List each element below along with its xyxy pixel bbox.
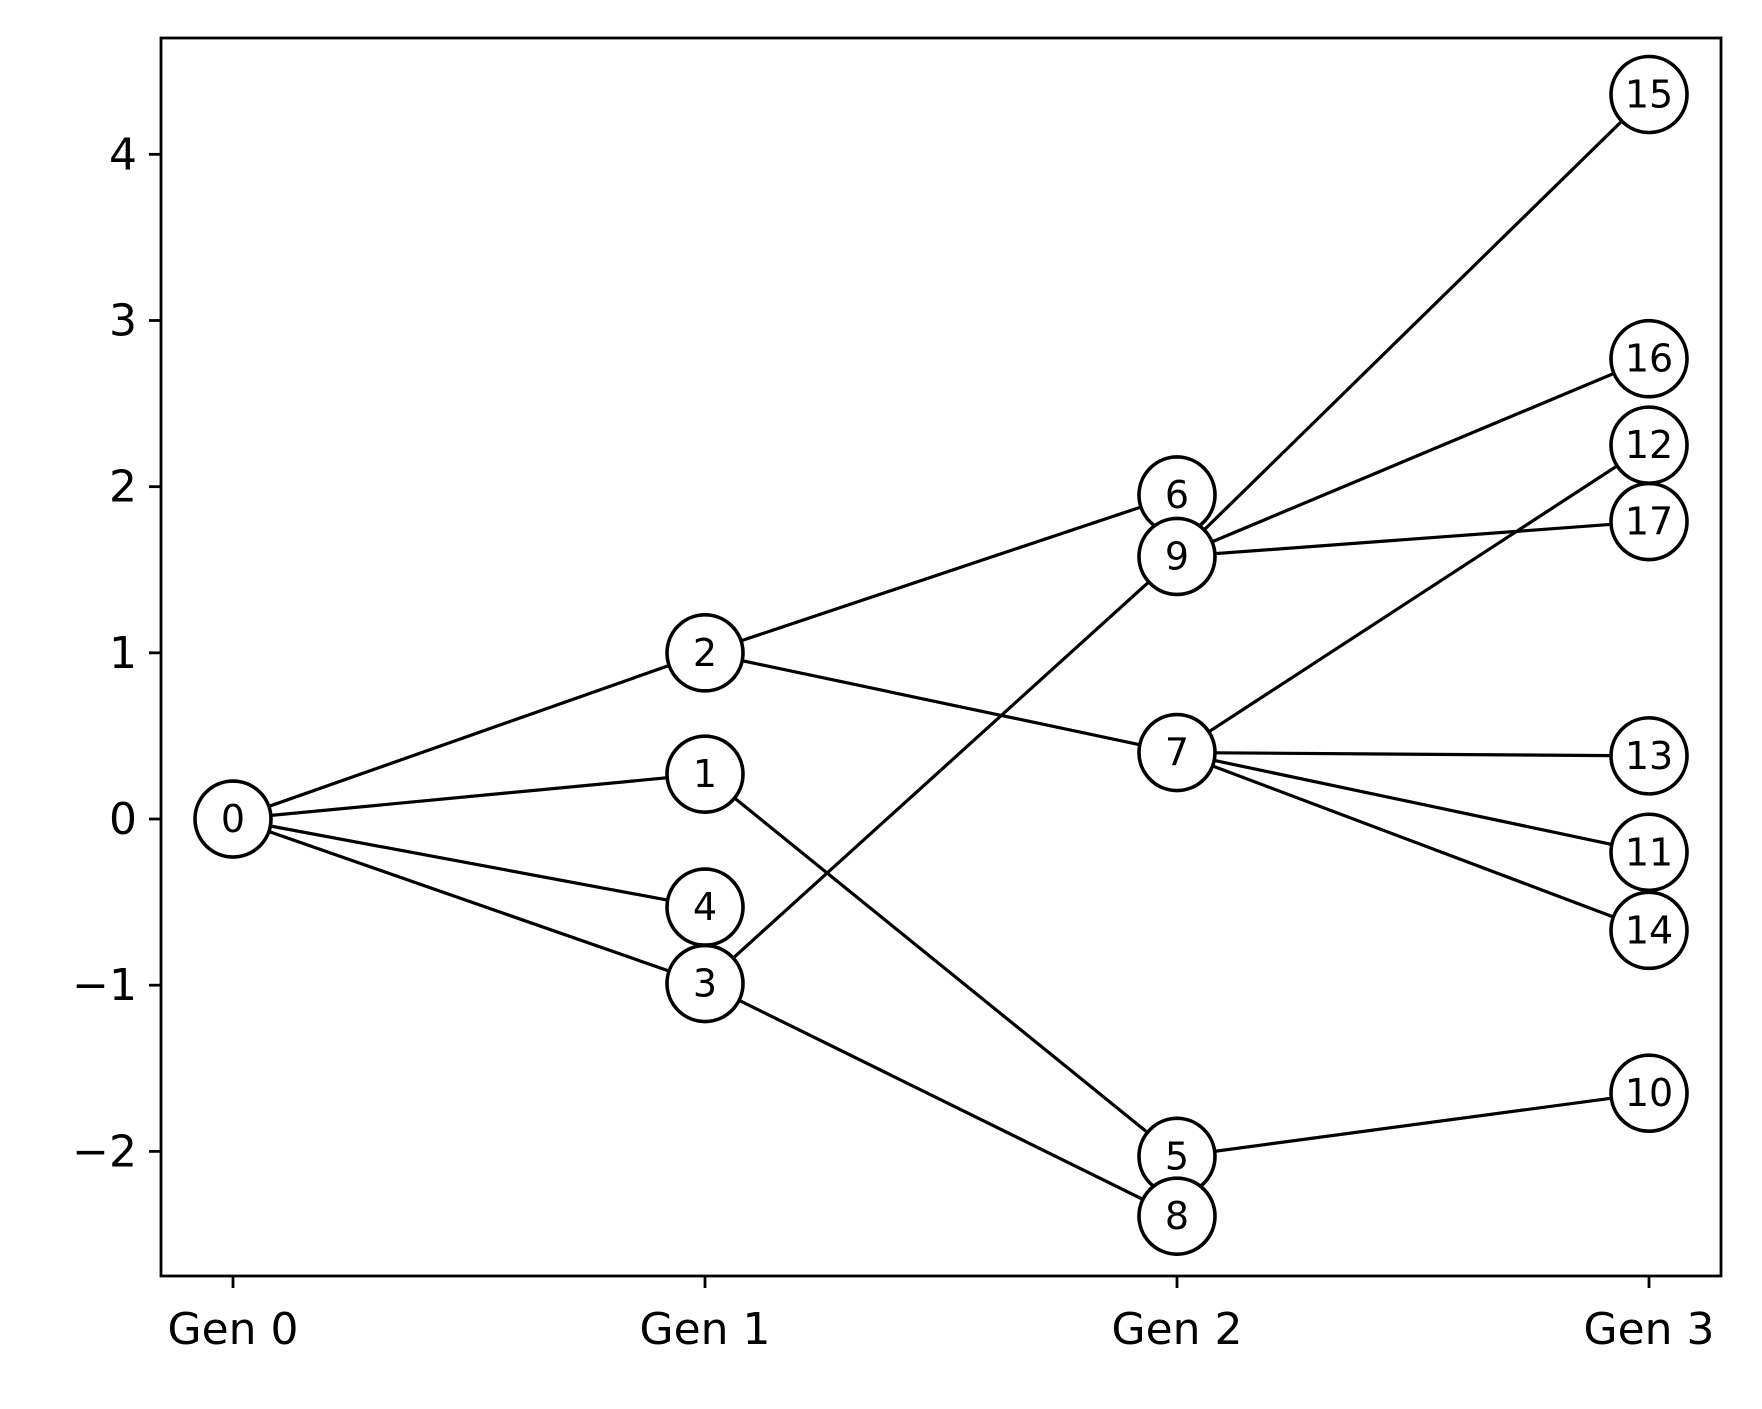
- node-1: 1: [665, 734, 745, 814]
- node-label: 11: [1625, 830, 1673, 874]
- node-circle: [1609, 890, 1689, 971]
- node-7: 7: [1137, 712, 1217, 793]
- node-circle: [193, 779, 273, 859]
- node-circle: [1137, 516, 1217, 597]
- plot-frame: [159, 36, 1723, 1278]
- y-tick-label: 1: [109, 628, 137, 679]
- x-tick-label: Gen 3: [1583, 1304, 1714, 1355]
- x-axis: Gen 0 Gen 1 Gen 2 Gen 3: [167, 1276, 1715, 1355]
- y-tick-label: 0: [109, 794, 137, 845]
- edge-0-1: [232, 772, 706, 821]
- edge-1-5: [703, 772, 1179, 1158]
- y-tick-label: 3: [109, 295, 137, 346]
- node-circle: [665, 734, 745, 814]
- node-label: 7: [1165, 731, 1189, 775]
- node-label: 10: [1625, 1071, 1673, 1115]
- node-14: 14: [1609, 890, 1689, 971]
- node-circle: [1609, 1053, 1689, 1134]
- node-label: 14: [1625, 908, 1673, 952]
- node-label: 1: [693, 752, 717, 796]
- node-15: 15: [1609, 54, 1689, 135]
- node-circle: [1609, 54, 1689, 135]
- edge-5-10: [1176, 1091, 1650, 1158]
- edge-3-8: [704, 982, 1178, 1218]
- node-13: 13: [1609, 716, 1689, 796]
- node-11: 11: [1609, 812, 1689, 893]
- node-label: 2: [693, 631, 717, 675]
- node-label: 13: [1625, 734, 1673, 778]
- y-tick-label: −2: [72, 1126, 137, 1177]
- edge-7-12: [1176, 443, 1650, 754]
- edge-0-4: [232, 817, 706, 909]
- edge-3-9: [703, 555, 1179, 985]
- x-tick-label: Gen 1: [639, 1304, 770, 1355]
- y-tick-label: 2: [109, 462, 137, 513]
- node-label: 16: [1625, 337, 1673, 381]
- node-6: 6: [1137, 455, 1217, 535]
- node-circle: [1609, 812, 1689, 893]
- node-16: 16: [1609, 318, 1689, 399]
- node-label: 8: [1165, 1194, 1189, 1238]
- edge-7-11: [1176, 750, 1650, 854]
- edge-0-3: [232, 817, 706, 986]
- y-axis: −2 −1 0 1 2 3 4: [72, 129, 161, 1177]
- node-label: 4: [693, 885, 717, 929]
- node-circle: [665, 867, 745, 947]
- edge-7-13: [1176, 750, 1650, 758]
- node-label: 15: [1625, 72, 1673, 116]
- node-circle: [1609, 481, 1689, 562]
- node-2: 2: [665, 613, 745, 693]
- node-label: 12: [1625, 423, 1673, 467]
- node-label: 0: [221, 797, 245, 841]
- edges-layer: [232, 93, 1651, 1218]
- edge-7-14: [1176, 751, 1650, 932]
- edge-9-17: [1176, 519, 1650, 559]
- x-tick-label: Gen 0: [167, 1304, 298, 1355]
- node-3: 3: [665, 943, 745, 1024]
- node-12: 12: [1609, 405, 1689, 485]
- y-tick-label: 4: [109, 129, 137, 180]
- node-label: 6: [1165, 473, 1189, 517]
- x-tick-label: Gen 2: [1111, 1304, 1242, 1355]
- node-label: 17: [1625, 500, 1673, 544]
- node-0: 0: [193, 779, 273, 859]
- node-circle: [1609, 716, 1689, 796]
- node-circle: [665, 613, 745, 693]
- edge-9-16: [1176, 357, 1650, 558]
- edge-2-7: [704, 651, 1178, 755]
- node-10: 10: [1609, 1053, 1689, 1134]
- node-9: 9: [1137, 516, 1217, 597]
- node-label: 5: [1165, 1134, 1189, 1178]
- node-4: 4: [665, 867, 745, 947]
- node-8: 8: [1137, 1176, 1217, 1256]
- node-label: 3: [693, 962, 717, 1006]
- edge-0-2: [232, 651, 706, 821]
- edge-2-6: [704, 493, 1178, 655]
- node-circle: [1137, 712, 1217, 793]
- node-circle: [1137, 1176, 1217, 1256]
- node-circle: [1609, 318, 1689, 399]
- edge-9-15: [1175, 93, 1651, 558]
- y-tick-label: −1: [72, 960, 137, 1011]
- node-17: 17: [1609, 481, 1689, 562]
- node-label: 9: [1165, 534, 1189, 578]
